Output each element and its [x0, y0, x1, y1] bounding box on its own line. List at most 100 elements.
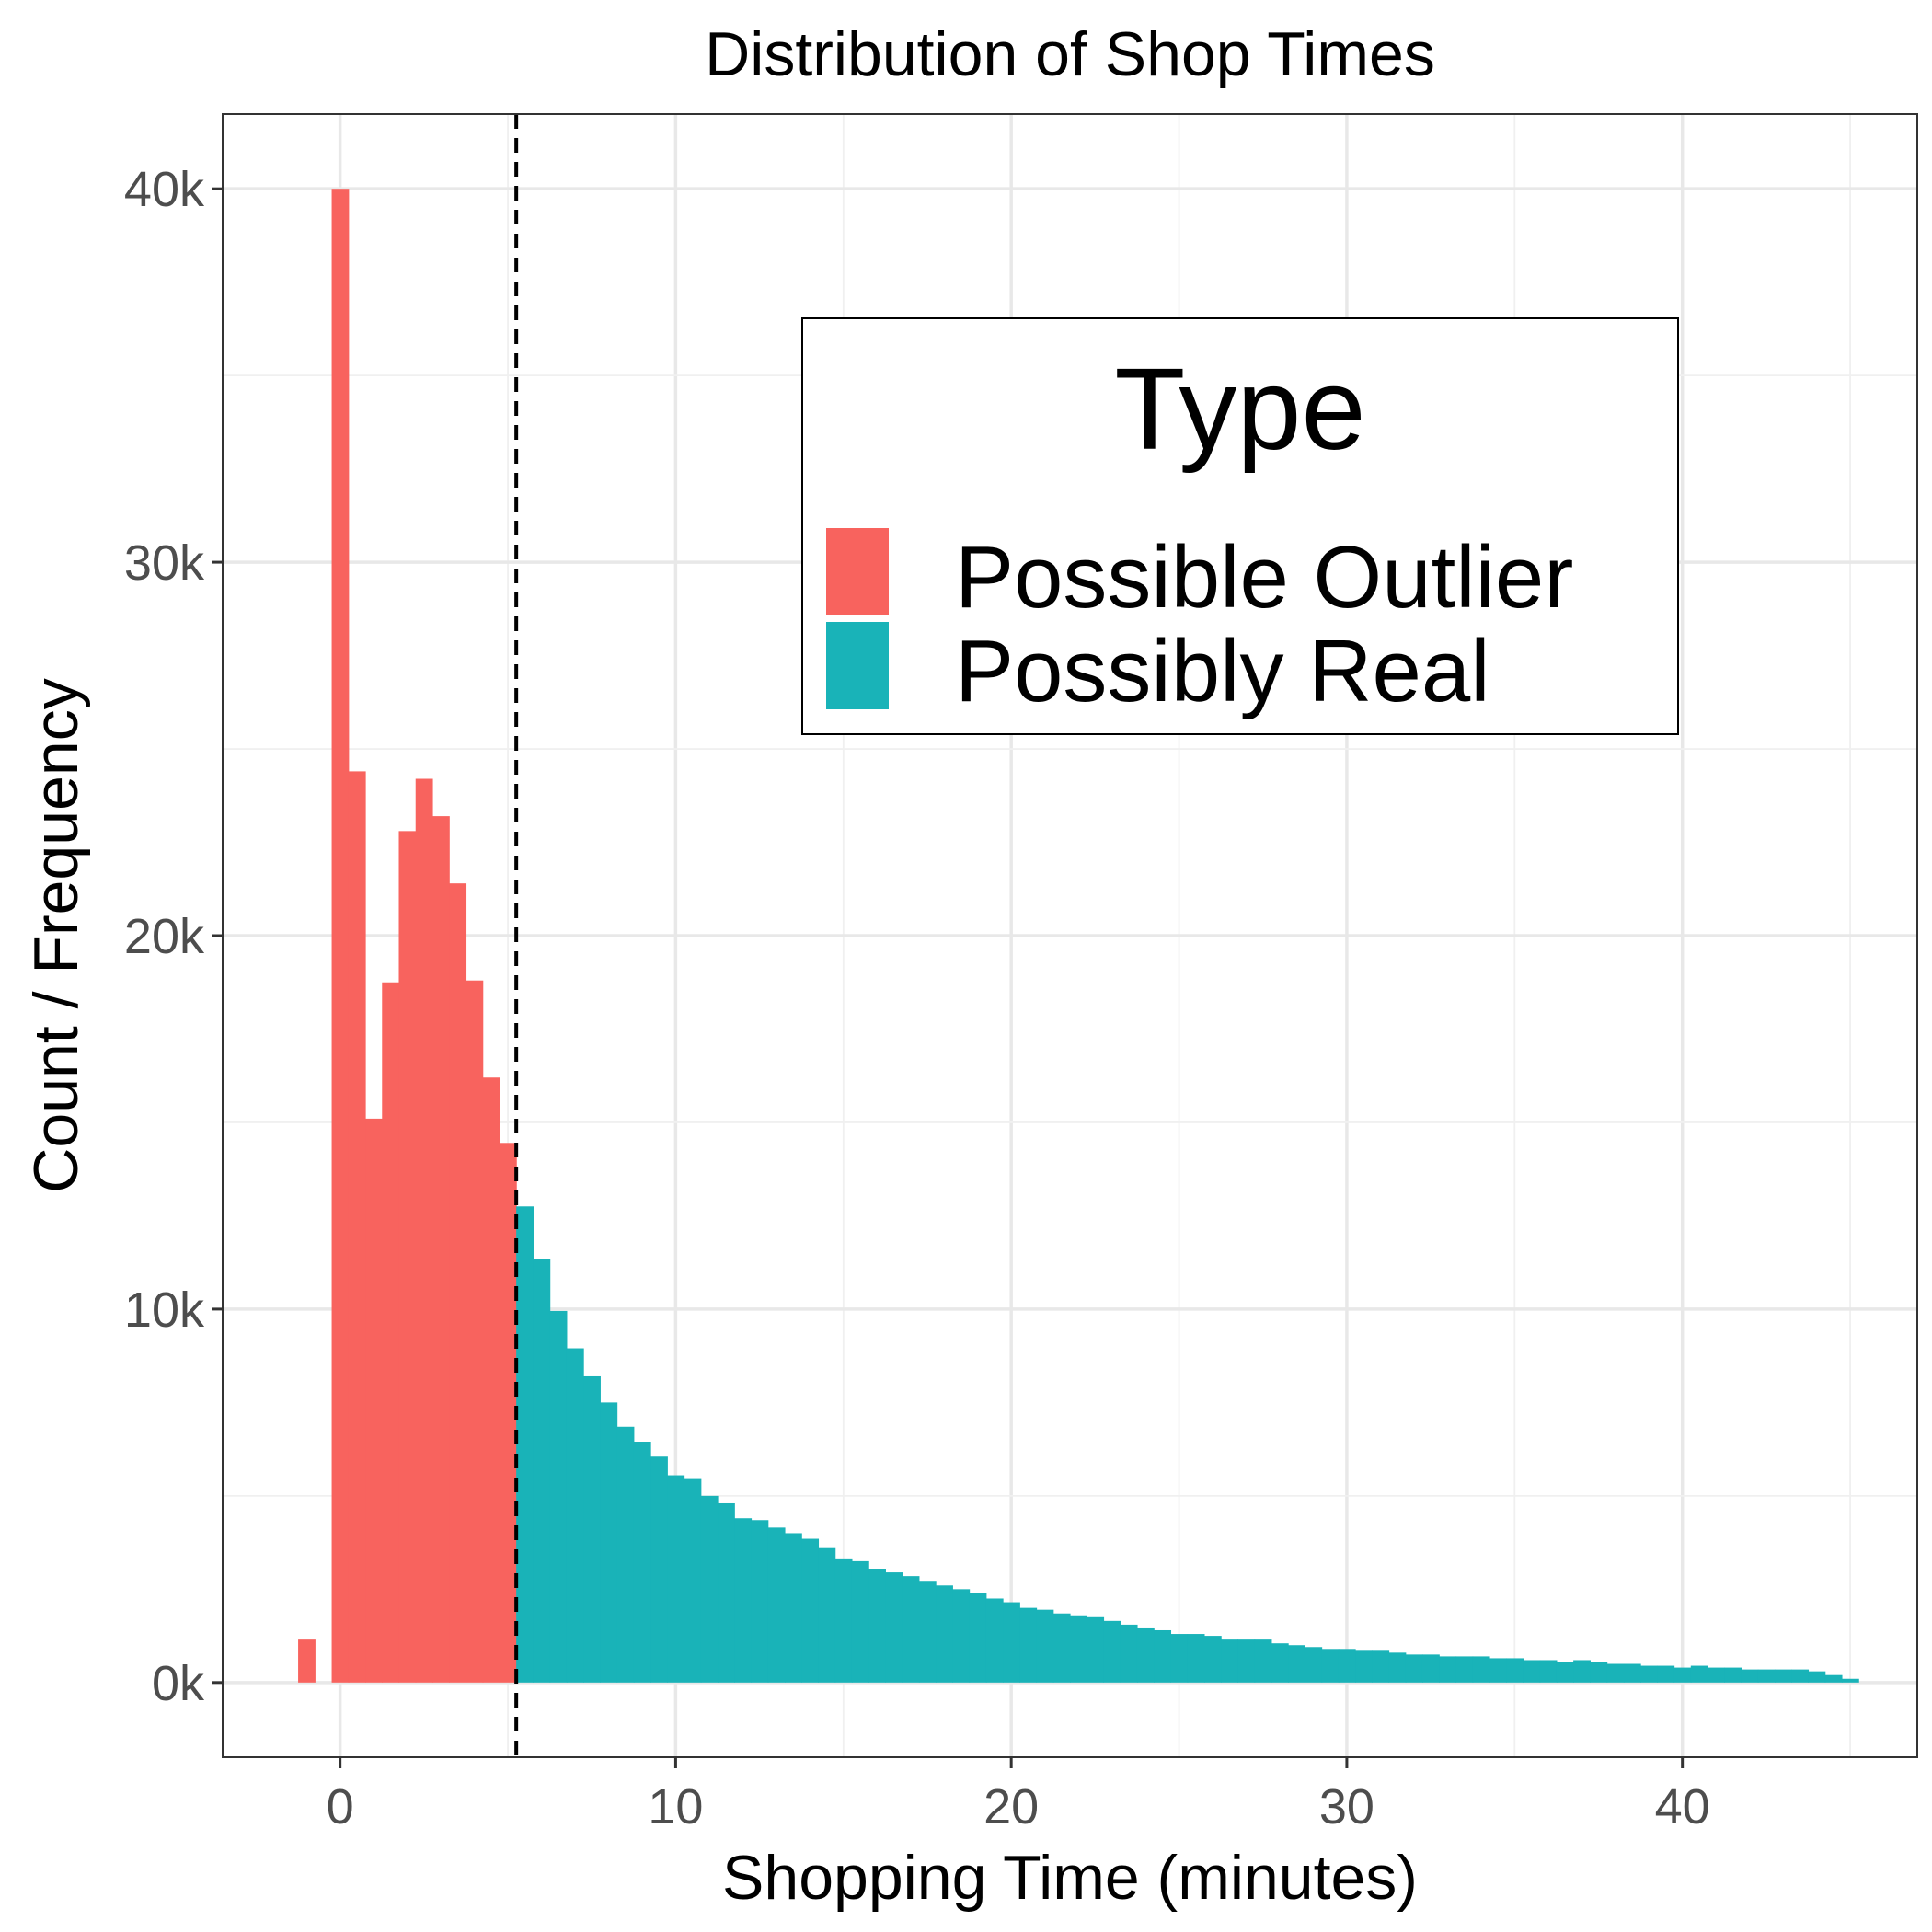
histogram-bar — [1640, 1665, 1658, 1683]
x-axis-title: Shopping Time (minutes) — [722, 1843, 1418, 1913]
histogram-bar — [1439, 1656, 1457, 1683]
histogram-bar — [969, 1593, 987, 1683]
histogram-bar — [449, 883, 467, 1683]
histogram-bar — [1052, 1613, 1071, 1683]
histogram-bar — [684, 1478, 702, 1683]
histogram-bar — [1237, 1639, 1256, 1683]
histogram-bar — [1824, 1674, 1843, 1683]
histogram-bar — [583, 1375, 601, 1683]
x-axis: 0 10 20 30 40 — [327, 1757, 1710, 1834]
histogram-bar — [1019, 1607, 1038, 1683]
histogram-bar — [1472, 1656, 1490, 1683]
x-tick-label: 0 — [327, 1779, 354, 1834]
series-possible-outlier — [298, 189, 517, 1683]
histogram-bar — [398, 831, 417, 1683]
histogram-bar — [1808, 1671, 1826, 1683]
histogram-bar — [1590, 1662, 1608, 1683]
histogram-bar — [415, 778, 433, 1683]
histogram-bar — [818, 1547, 836, 1683]
histogram-bar — [1841, 1678, 1859, 1683]
histogram-bar — [1506, 1658, 1524, 1683]
histogram-bar — [1187, 1634, 1205, 1683]
histogram-bar — [1405, 1654, 1423, 1683]
histogram-bar — [801, 1538, 820, 1683]
histogram-bar — [767, 1527, 786, 1683]
histogram-bar — [700, 1495, 719, 1683]
histogram-bar — [1724, 1667, 1742, 1683]
histogram-bar — [1103, 1620, 1121, 1683]
histogram-bar — [751, 1520, 769, 1683]
histogram-bar — [1556, 1662, 1574, 1683]
histogram-bar — [1455, 1656, 1474, 1683]
histogram-bar — [1170, 1634, 1189, 1683]
histogram-bar — [1757, 1669, 1776, 1683]
histogram-bar — [885, 1572, 903, 1683]
histogram-bar — [382, 982, 400, 1683]
histogram-bar — [566, 1348, 584, 1683]
histogram-bar — [918, 1581, 937, 1683]
x-tick-label: 30 — [1319, 1779, 1374, 1834]
histogram-bar — [533, 1259, 551, 1683]
histogram-bar — [1741, 1669, 1759, 1683]
legend-label-possibly-real: Possibly Real — [955, 622, 1490, 720]
y-tick-label: 20k — [124, 909, 205, 964]
histogram-bar — [1271, 1643, 1289, 1683]
x-tick-label: 40 — [1655, 1779, 1710, 1834]
legend-title: Type — [1114, 344, 1365, 474]
histogram-bar — [499, 1143, 517, 1683]
legend-key-possibly-real — [826, 622, 889, 709]
x-tick-label: 10 — [648, 1779, 703, 1834]
histogram-bar — [1087, 1616, 1105, 1683]
histogram-bar — [952, 1589, 971, 1683]
y-axis: 0k 10k 20k 30k 40k — [124, 162, 223, 1711]
histogram-bar — [936, 1585, 953, 1683]
histogram-bar — [633, 1442, 651, 1683]
histogram-bar — [1321, 1649, 1340, 1683]
histogram-bar — [1657, 1665, 1675, 1683]
chart-title: Distribution of Shop Times — [705, 19, 1435, 89]
histogram-bar — [902, 1576, 920, 1683]
histogram-bar — [1623, 1663, 1641, 1683]
histogram-bar — [1254, 1639, 1272, 1683]
histogram-bar — [1288, 1645, 1305, 1683]
histogram-bar — [1372, 1650, 1390, 1683]
histogram-bar — [734, 1518, 753, 1683]
histogram-bar — [348, 771, 366, 1683]
legend: Type Possible Outlier Possibly Real — [801, 317, 1679, 735]
histogram-bar — [1136, 1627, 1155, 1683]
histogram-bar — [600, 1402, 618, 1683]
histogram-bar — [1003, 1602, 1020, 1683]
histogram-bar — [985, 1598, 1004, 1683]
histogram-bar — [1690, 1665, 1708, 1683]
x-tick-label: 20 — [983, 1779, 1039, 1834]
histogram-bar — [834, 1558, 853, 1683]
histogram-bar — [516, 1206, 534, 1683]
y-tick-label: 30k — [124, 535, 205, 591]
histogram-bar — [365, 1118, 383, 1683]
legend-label-possible-outlier: Possible Outlier — [955, 528, 1573, 627]
histogram-bar — [1305, 1647, 1323, 1683]
histogram-bar — [482, 1077, 500, 1683]
histogram-bar — [1673, 1667, 1692, 1683]
legend-key-possible-outlier — [826, 528, 889, 615]
histogram-bar — [1573, 1660, 1591, 1683]
histogram-bar — [1388, 1652, 1407, 1683]
histogram-bar — [431, 816, 450, 1683]
histogram-bar — [1120, 1624, 1138, 1683]
y-tick-label: 10k — [124, 1282, 205, 1338]
histogram-bar — [549, 1310, 568, 1683]
histogram-bar — [851, 1560, 869, 1683]
legend-box — [801, 317, 1679, 735]
histogram-bar — [1539, 1660, 1558, 1683]
y-tick-label: 0k — [152, 1656, 205, 1711]
histogram-bar — [718, 1502, 735, 1683]
histogram-bar — [1523, 1660, 1541, 1683]
histogram-bar — [1791, 1669, 1810, 1683]
histogram-bar — [1036, 1609, 1054, 1683]
histogram-bar — [1489, 1658, 1507, 1683]
y-axis-title: Count / Frequency — [21, 678, 91, 1192]
histogram-bars — [298, 189, 1859, 1683]
histogram-bar — [650, 1456, 668, 1683]
histogram-bar — [868, 1569, 886, 1683]
